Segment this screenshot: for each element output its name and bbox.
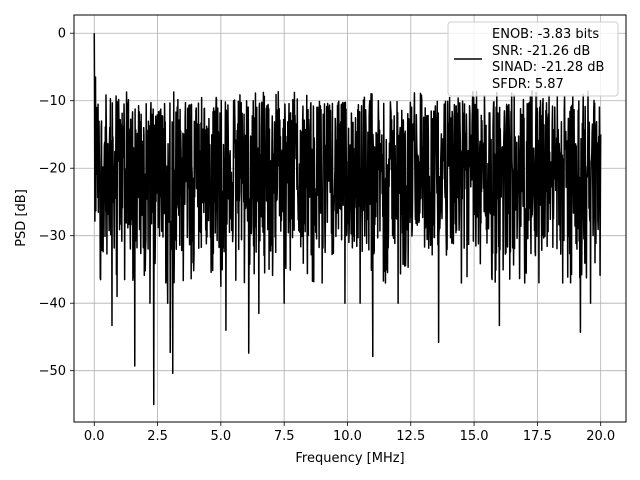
legend-line-sinad: SINAD: -21.28 dB xyxy=(492,60,604,75)
y-tick-label: −50 xyxy=(39,364,66,379)
x-tick-label: 17.5 xyxy=(523,429,552,444)
plot-frame xyxy=(73,14,627,423)
y-tick-label: 0 xyxy=(58,27,66,42)
x-tick-label: 7.5 xyxy=(274,429,295,444)
x-axis-label: Frequency [MHz] xyxy=(295,451,404,466)
y-tick-label: −10 xyxy=(39,94,66,109)
x-tick-label: 10.0 xyxy=(333,429,362,444)
y-axis-label: PSD [dB] xyxy=(14,189,29,247)
y-tick-label: −40 xyxy=(39,297,66,312)
x-tick-label: 5.0 xyxy=(211,429,232,444)
legend-line-enob: ENOB: -3.83 bits xyxy=(492,27,599,42)
x-tick-label: 20.0 xyxy=(586,429,615,444)
x-tick-label: 2.5 xyxy=(147,429,168,444)
x-tick-label: 15.0 xyxy=(460,429,489,444)
y-tick-label: −20 xyxy=(39,162,66,177)
legend-line-sfdr: SFDR: 5.87 xyxy=(492,77,564,92)
y-tick-label: −30 xyxy=(39,229,66,244)
legend-box xyxy=(447,21,619,97)
psd-series-line xyxy=(93,33,602,406)
ticks: 0.0 2.5 5.0 7.5 10.0 12.5 15.0 17.5 20.0 0 −10 −20 −… xyxy=(39,27,616,444)
legend-line-snr: SNR: -21.26 dB xyxy=(492,44,590,59)
series-layer xyxy=(93,33,602,406)
x-tick-label: 12.5 xyxy=(396,429,425,444)
x-tick-label: 0.0 xyxy=(84,429,105,444)
legend: ENOB: -3.83 bits SNR: -21.26 dB SINAD: -… xyxy=(447,21,619,97)
